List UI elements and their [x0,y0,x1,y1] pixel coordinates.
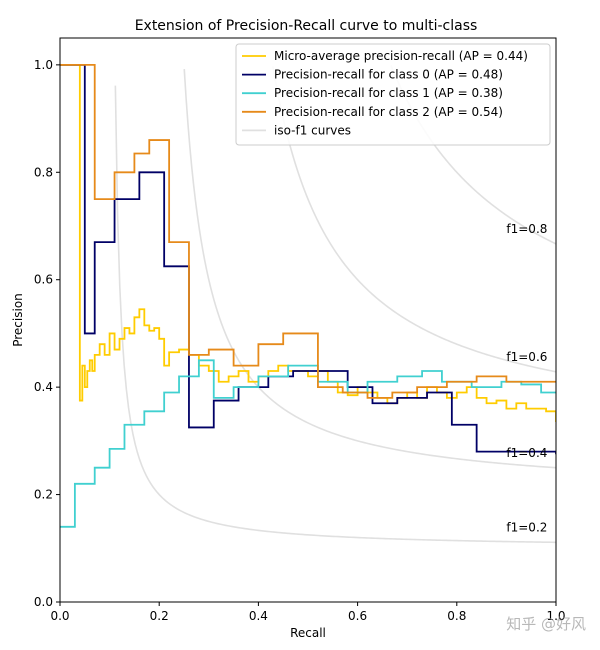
y-tick-label: 0.4 [34,380,53,394]
chart-title: Extension of Precision-Recall curve to m… [135,18,478,34]
y-tick-label: 1.0 [34,58,53,72]
series-layer [60,63,556,528]
legend-label: iso-f1 curves [274,123,351,137]
x-tick-label: 1.0 [546,609,565,623]
y-tick-label: 0.0 [34,595,53,609]
x-tick-label: 0.2 [150,609,169,623]
legend-label: Precision-recall for class 0 (AP = 0.48) [274,68,503,82]
series-line-3 [60,63,556,399]
legend-label: Precision-recall for class 1 (AP = 0.38) [274,86,503,100]
y-tick-label: 0.8 [34,165,53,179]
x-tick-label: 0.4 [249,609,268,623]
x-tick-label: 0.8 [447,609,466,623]
iso-f1-label: f1=0.8 [506,222,547,236]
iso-f1-label: f1=0.2 [506,521,547,535]
x-axis-label: Recall [290,626,326,640]
plot-frame [59,37,557,603]
watermark-text: 知乎 @好风 [506,615,586,633]
legend: Micro-average precision-recall (AP = 0.4… [235,43,551,146]
x-tick-label: 0.6 [348,609,367,623]
legend-label: Precision-recall for class 2 (AP = 0.54) [274,105,503,119]
ticks-layer: f1=0.2 f1=0.4 f1=0.6 f1=0.8 0.0 0.2 0.4 0.6 0.8 1… [34,58,566,623]
iso-f1-curve [272,66,556,373]
iso-f1-curve [183,69,556,469]
y-tick-label: 0.6 [34,273,53,287]
legend-label: Micro-average precision-recall (AP = 0.4… [274,49,528,63]
y-axis-label: Precision [11,293,25,347]
y-tick-label: 0.2 [34,488,53,502]
iso-f1-curve [114,85,556,544]
series-line-0 [60,63,556,423]
series-line-2 [60,359,556,528]
legend-box [235,43,551,146]
iso-f1-label: f1=0.6 [506,350,547,364]
x-tick-label: 0.0 [50,609,69,623]
iso-f1-label: f1=0.4 [506,446,547,460]
